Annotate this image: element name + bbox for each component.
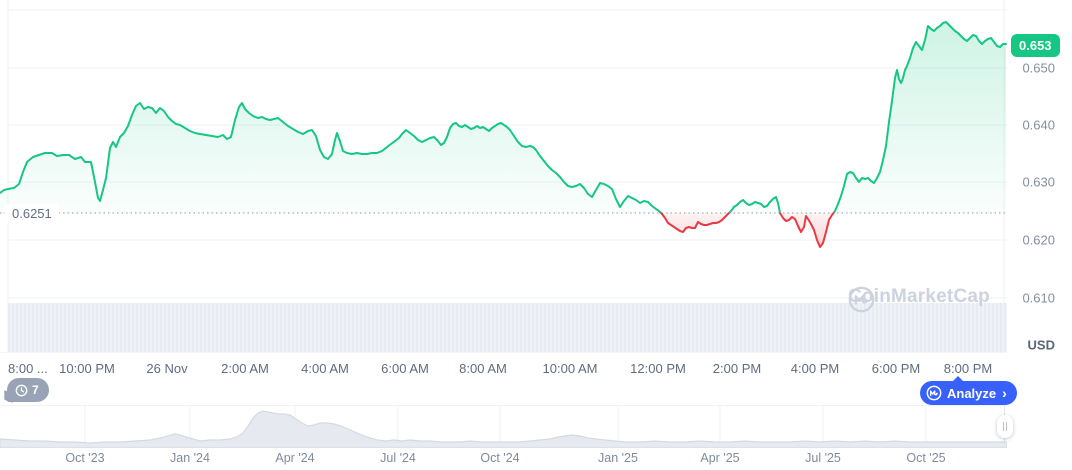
price-line-up	[0, 21, 1007, 214]
navigator-date-label: Oct '23	[65, 451, 105, 465]
y-axis-label: 0.610	[1022, 290, 1055, 306]
x-axis-label: 6:00 AM	[381, 361, 429, 376]
x-axis: 8:00 ... 10:00 PM 26 Nov 2:00 AM 4:00 AM 6:00…	[0, 352, 1007, 378]
x-axis-label: 10:00 AM	[542, 361, 598, 376]
x-axis-label: 10:00 PM	[59, 361, 115, 376]
navigator-date-row: Oct '23 Jan '24 Apr '24 Jul '24 Oct '24 Jan '…	[0, 447, 1007, 470]
x-axis-label: 8:00 PM	[943, 361, 993, 376]
watching-badge: 7	[7, 378, 49, 402]
price-area-up	[0, 22, 1006, 214]
navigator-svg[interactable]	[0, 406, 1007, 448]
x-axis-label: 8:00 AM	[459, 361, 507, 376]
x-axis-label: 12:00 PM	[630, 361, 686, 376]
navigator-date-label: Oct '24	[480, 451, 520, 465]
x-axis-label: 6:00 PM	[871, 361, 921, 376]
navigator-date-label: Jul '24	[380, 451, 416, 465]
cmc-logo-icon	[926, 385, 942, 401]
navigator-date-label: Apr '25	[700, 451, 740, 465]
baseline-price-label: 0.6251	[5, 204, 59, 223]
main-chart-svg[interactable]	[0, 0, 1007, 352]
navigator-date-label: Apr '24	[275, 451, 315, 465]
analyze-button[interactable]: Analyze ›	[920, 376, 1017, 405]
y-axis-label: 0.620	[1022, 232, 1055, 248]
x-axis-label: 2:00 PM	[712, 361, 762, 376]
x-axis-label: 8:00 ...	[8, 361, 48, 376]
x-axis-label: 26 Nov	[146, 361, 188, 376]
navigator-selection-bottom-edge	[0, 444, 1005, 445]
chevron-right-icon: ›	[1002, 385, 1007, 401]
range-navigator[interactable]	[0, 405, 1013, 448]
history-clock-icon	[15, 384, 28, 396]
usd-unit-label: USD	[1027, 337, 1055, 353]
navigator-date-label: Jan '24	[170, 451, 210, 465]
y-axis: 0.653 0.650 0.640 0.630 0.620 0.610 USD	[1007, 0, 1072, 470]
volume-bars	[8, 303, 1007, 352]
y-axis-label: 0.640	[1022, 117, 1055, 133]
watching-count: 7	[32, 383, 39, 397]
current-price-badge: 0.653	[1011, 34, 1060, 57]
navigator-date-label: Jan '25	[598, 451, 638, 465]
navigator-date-label: Jul '25	[805, 451, 841, 465]
navigator-area	[0, 410, 1007, 448]
navigator-date-label: Oct '25	[906, 451, 946, 465]
x-axis-label: 4:00 AM	[301, 361, 349, 376]
main-chart[interactable]: CoinMarketCap 0.6251	[0, 0, 1007, 352]
x-axis-label: 4:00 PM	[790, 361, 840, 376]
x-axis-label: 2:00 AM	[221, 361, 269, 376]
y-axis-label: 0.650	[1022, 60, 1055, 76]
analyze-label: Analyze	[947, 385, 997, 401]
navigator-handle[interactable]	[997, 415, 1013, 438]
y-axis-label: 0.630	[1022, 174, 1055, 190]
